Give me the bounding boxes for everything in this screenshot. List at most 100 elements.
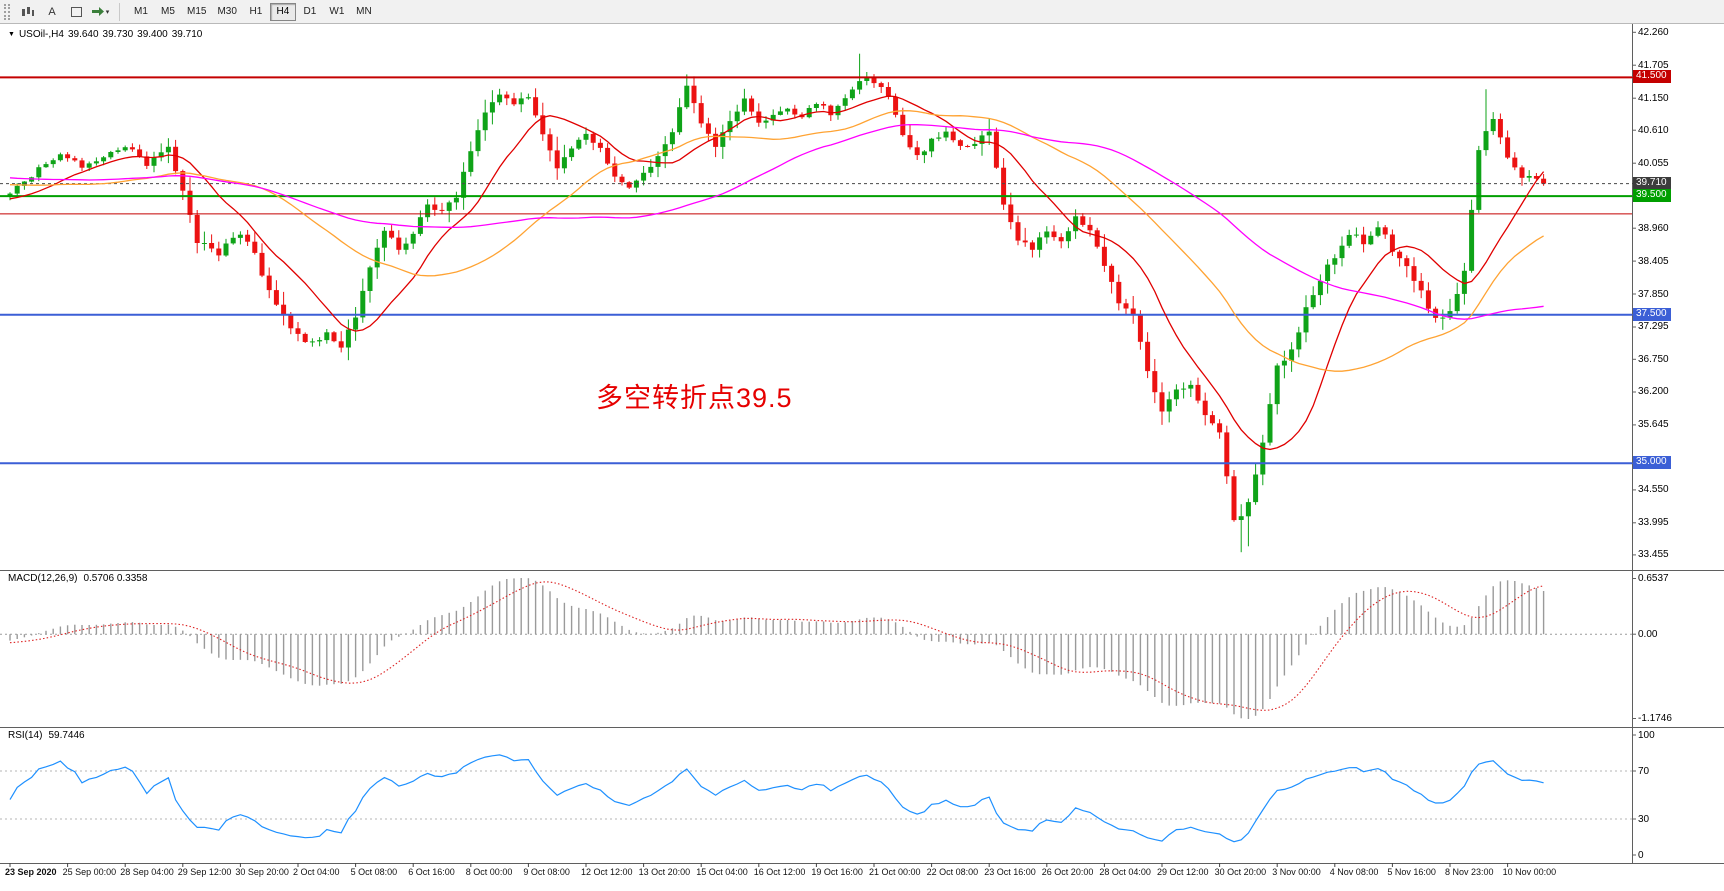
candle-body bbox=[331, 332, 337, 342]
candle-body bbox=[93, 161, 99, 164]
candle-body bbox=[828, 105, 834, 116]
candle-body bbox=[101, 157, 107, 162]
candle-body bbox=[569, 148, 575, 158]
candle-body bbox=[720, 132, 726, 147]
candle-body bbox=[1303, 307, 1309, 333]
candle-body bbox=[50, 160, 56, 165]
chart-text-annotation[interactable]: 多空转折点39.5 bbox=[596, 383, 793, 413]
frame-icon bbox=[70, 6, 82, 17]
candle-body bbox=[115, 150, 121, 152]
candle-body bbox=[453, 197, 459, 203]
candle-body bbox=[353, 317, 359, 330]
candle-body bbox=[173, 146, 179, 172]
candle-body bbox=[1044, 231, 1050, 238]
candle-body bbox=[396, 237, 402, 250]
toolbar: A ▾ M1 M5 M15 M30 H1 H4 D1 W1 MN bbox=[0, 0, 1724, 24]
candle-body bbox=[122, 147, 128, 151]
candle-body bbox=[821, 104, 827, 106]
candle-body bbox=[410, 233, 416, 244]
candle-body bbox=[864, 77, 870, 81]
moving-average-12 bbox=[9, 95, 1545, 451]
candle-body bbox=[237, 234, 243, 238]
candle-body bbox=[129, 147, 135, 150]
timeframe-button-mn[interactable]: MN bbox=[351, 3, 377, 21]
candle-body bbox=[957, 140, 963, 146]
chart-window-button[interactable] bbox=[17, 2, 39, 22]
candle-body bbox=[835, 105, 841, 116]
cycle-tool-button[interactable]: ▾ bbox=[89, 2, 111, 22]
candle-body bbox=[698, 103, 704, 124]
candle-body bbox=[1461, 270, 1467, 294]
candle-body bbox=[1505, 137, 1511, 158]
timeframe-button-m5[interactable]: M5 bbox=[155, 3, 181, 21]
candle-body bbox=[1512, 157, 1518, 168]
timeframe-button-m30[interactable]: M30 bbox=[212, 3, 241, 21]
candle-body bbox=[1123, 303, 1129, 309]
candle-body bbox=[245, 234, 251, 242]
candle-body bbox=[468, 151, 474, 172]
timeframe-button-h4[interactable]: H4 bbox=[269, 2, 296, 21]
candle-body bbox=[713, 133, 719, 147]
candle-body bbox=[489, 102, 495, 113]
candle-body bbox=[79, 160, 85, 168]
candle-body bbox=[727, 121, 733, 133]
candle-body bbox=[1173, 389, 1179, 400]
candle-body bbox=[1080, 216, 1086, 225]
candle-body bbox=[295, 328, 301, 334]
candle-body bbox=[57, 154, 63, 161]
candle-body bbox=[461, 171, 467, 198]
candle-body bbox=[669, 132, 675, 145]
timeframe-button-m1[interactable]: M1 bbox=[128, 3, 154, 21]
candle-body bbox=[1325, 264, 1331, 281]
candle-body bbox=[1526, 176, 1532, 178]
candle-body bbox=[1109, 265, 1115, 282]
candle-body bbox=[504, 94, 510, 99]
candle-body bbox=[597, 142, 603, 148]
candle-body bbox=[1137, 314, 1143, 342]
candle-body bbox=[324, 332, 330, 341]
annotation-tool-button[interactable]: A bbox=[41, 2, 63, 22]
candle-body bbox=[1289, 349, 1295, 361]
toolbar-drag-handle[interactable] bbox=[4, 3, 10, 20]
candle-body bbox=[1483, 131, 1489, 151]
candle-body bbox=[1238, 516, 1244, 520]
candle-body bbox=[482, 112, 488, 131]
candle-body bbox=[1022, 240, 1028, 243]
candle-body bbox=[1145, 341, 1151, 372]
candle-body bbox=[1317, 281, 1323, 296]
candle-body bbox=[309, 341, 315, 343]
timeframe-button-w1[interactable]: W1 bbox=[324, 3, 350, 21]
candle-body bbox=[1490, 119, 1496, 132]
timeframe-button-h1[interactable]: H1 bbox=[243, 3, 269, 21]
timeframe-button-d1[interactable]: D1 bbox=[297, 3, 323, 21]
candle-body bbox=[72, 158, 78, 161]
candle-body bbox=[1404, 258, 1410, 267]
candle-body bbox=[65, 154, 71, 159]
candle-body bbox=[1159, 392, 1165, 412]
candle-body bbox=[950, 131, 956, 141]
candle-body bbox=[403, 243, 409, 250]
candle-body bbox=[979, 135, 985, 144]
candle-body bbox=[590, 133, 596, 143]
candle-body bbox=[1454, 294, 1460, 312]
candle-body bbox=[281, 304, 287, 315]
candle-body bbox=[511, 98, 517, 105]
candle-body bbox=[619, 176, 625, 183]
candle-body bbox=[561, 157, 567, 169]
candle-body bbox=[1217, 423, 1223, 433]
candle-body bbox=[626, 182, 632, 188]
candle-body bbox=[201, 243, 207, 244]
object-frame-button[interactable] bbox=[65, 2, 87, 22]
candle-body bbox=[1181, 388, 1187, 390]
candle-body bbox=[439, 209, 445, 211]
candle-body bbox=[857, 81, 863, 90]
candle-body bbox=[1281, 360, 1287, 366]
candle-body bbox=[936, 137, 942, 139]
candle-body bbox=[972, 143, 978, 146]
candle-body bbox=[691, 85, 697, 104]
timeframe-toolbar: M1 M5 M15 M30 H1 H4 D1 W1 MN bbox=[128, 2, 377, 21]
timeframe-button-m15[interactable]: M15 bbox=[182, 3, 211, 21]
candle-body bbox=[144, 156, 150, 166]
candle-body bbox=[770, 114, 776, 121]
